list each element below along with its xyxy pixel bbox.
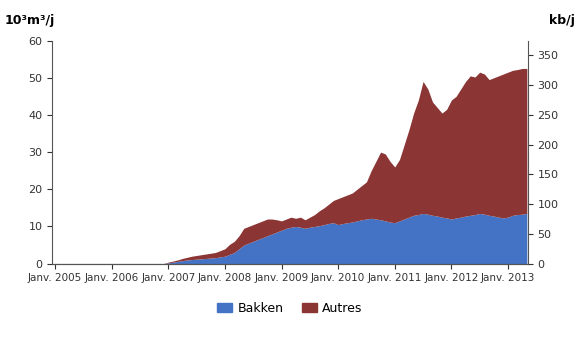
Text: kb/j: kb/j [549, 14, 575, 27]
Text: 10³m³/j: 10³m³/j [5, 14, 55, 27]
Legend: Bakken, Autres: Bakken, Autres [212, 297, 368, 320]
